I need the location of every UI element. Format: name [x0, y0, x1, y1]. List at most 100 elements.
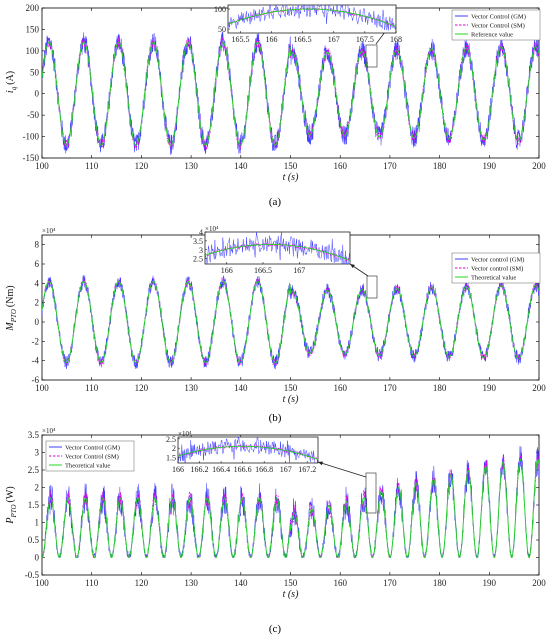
inset-x-tick-label: 168 — [390, 35, 402, 44]
zoom-arrow-head — [350, 264, 355, 269]
x-tick-label: 100 — [35, 383, 49, 393]
x-axis-label: t (s) — [283, 589, 300, 600]
x-tick-label: 160 — [333, 383, 347, 393]
y-tick-label: -2 — [32, 336, 40, 346]
inset-y-tick-label: 2.5 — [166, 435, 176, 444]
x-tick-label: 120 — [135, 383, 149, 393]
y-axis-label-main: M — [5, 322, 16, 332]
x-tick-label: 170 — [383, 383, 397, 393]
legend-label-0: Vector Control (GM) — [65, 444, 120, 451]
inset-y-tick-label: 4 — [199, 228, 203, 237]
y-tick-label: 0 — [35, 317, 40, 327]
x-tick-label: 170 — [383, 578, 397, 588]
inset-plot: 166 166.2 166.4 166.6 166.8 167 167.2 1.522.5×1… — [166, 430, 319, 474]
y-tick-label: -100 — [23, 132, 40, 142]
y-axis-label: MPTO (Nm) — [5, 285, 18, 331]
figure-caption: (b) — [269, 412, 282, 424]
y-axis-label-unit: (Nm) — [5, 285, 16, 307]
x-tick-label: 200 — [532, 383, 546, 393]
y-axis-label-main: P — [5, 518, 16, 525]
legend-label-0: Vector Control (GM) — [471, 13, 526, 20]
x-tick-label: 130 — [184, 161, 198, 171]
x-tick-label: 130 — [184, 383, 198, 393]
inset-x-tick-label: 167.5 — [356, 35, 374, 44]
y-axis-label-sub: q — [10, 86, 18, 90]
y-tick-label: -4 — [32, 356, 40, 366]
legend: Vector Control (GM) Vector Control (SM) Th… — [45, 440, 135, 472]
inset-line-sm — [205, 242, 350, 261]
y-tick-label: 1.5 — [28, 500, 40, 510]
inset-x-tick-label: 167 — [293, 266, 305, 275]
zoom-arrow-head — [318, 461, 323, 466]
inset-y-tick-label: 3 — [199, 246, 203, 255]
inset-series — [228, 5, 396, 31]
inset-y-tick-label: 50 — [218, 25, 226, 34]
chart-panel-2: 100 110 120 130 140 150 160 170 180 190 200 -0.5 0 0.… — [5, 427, 546, 600]
series-group — [42, 31, 539, 155]
x-tick-label: 120 — [135, 161, 149, 171]
y-tick-label: 150 — [26, 24, 40, 34]
inset-x-tick-label: 166.5 — [294, 35, 312, 44]
x-tick-label: 180 — [433, 383, 447, 393]
y-tick-label: 0 — [35, 553, 40, 563]
series-line-gm — [42, 275, 539, 370]
x-tick-label: 190 — [483, 383, 497, 393]
zoom-box — [365, 44, 378, 68]
legend-label-1: Vector control (SM) — [471, 265, 523, 272]
x-tick-label: 110 — [85, 161, 99, 171]
x-tick-label: 150 — [284, 578, 298, 588]
x-tick-label: 180 — [433, 578, 447, 588]
inset-x-tick-label: 167 — [280, 465, 292, 474]
series-line-reference — [42, 41, 539, 146]
legend-box — [451, 9, 541, 41]
legend-label-1: Vector Control (SM) — [65, 453, 119, 460]
y-tick-label: 2.5 — [28, 465, 40, 475]
y-axis-label-unit: (W) — [5, 486, 16, 502]
inset-x-tick-label: 167.2 — [298, 465, 316, 474]
y-tick-label: -6 — [32, 375, 40, 385]
y-tick-label: 0 — [35, 89, 40, 99]
y-tick-label: -0.5 — [25, 570, 40, 580]
x-tick-label: 190 — [483, 578, 497, 588]
inset-x-tick-label: 166.5 — [254, 266, 272, 275]
x-tick-label: 110 — [85, 383, 99, 393]
x-tick-label: 110 — [85, 578, 99, 588]
y-tick-label: 3 — [35, 448, 40, 458]
inset-plot: 165.5 166 166.5 167 167.5 168 50 100 — [214, 4, 402, 44]
inset-line-reference — [228, 8, 396, 28]
y-axis-label-unit: (A) — [5, 71, 16, 85]
series-line-reference — [42, 459, 539, 559]
inset-series — [178, 437, 318, 463]
x-tick-label: 160 — [333, 578, 347, 588]
inset-y-tick-label: 2.5 — [193, 255, 203, 264]
y-axis-label-sub: PTO — [10, 309, 18, 323]
legend-label-0: Vector control (GM) — [471, 256, 524, 263]
chart-panel-1: 100 110 120 130 140 150 160 170 180 190 200 -6 -4 -2 0… — [5, 225, 546, 405]
legend-label-2: Theoretical value — [65, 462, 110, 469]
zoom-box — [365, 472, 377, 514]
inset-y-tick-label: 2 — [172, 444, 176, 453]
figure-caption: (c) — [269, 623, 282, 635]
legend: Vector Control (GM) Vector Control (SM) Re… — [451, 9, 541, 41]
legend-box — [45, 440, 135, 472]
y-tick-label: 8 — [35, 240, 40, 250]
inset-x-tick-label: 166 — [221, 266, 233, 275]
legend-label-1: Vector Control (SM) — [471, 22, 525, 29]
series-line-reference — [42, 280, 539, 364]
y-tick-label: 2 — [35, 298, 40, 308]
x-tick-label: 100 — [35, 161, 49, 171]
y-tick-label: 50 — [30, 67, 40, 77]
inset-exponent: ×10⁴ — [205, 225, 219, 233]
inset-line-gm — [178, 437, 318, 463]
inset-series — [205, 232, 350, 264]
inset-x-tick-label: 166.2 — [191, 465, 209, 474]
inset-line-reference — [205, 243, 350, 262]
inset-exponent: ×10⁴ — [178, 430, 192, 438]
x-tick-label: 140 — [234, 383, 248, 393]
inset-x-tick-label: 166.4 — [212, 465, 230, 474]
x-tick-label: 140 — [234, 578, 248, 588]
y-tick-label: 3.5 — [28, 430, 40, 440]
inset-x-tick-label: 166 — [172, 465, 184, 474]
chart-panel-0: 100 110 120 130 140 150 160 170 180 190 200 -150 -10… — [5, 3, 546, 183]
